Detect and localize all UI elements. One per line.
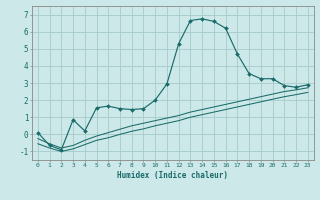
X-axis label: Humidex (Indice chaleur): Humidex (Indice chaleur) — [117, 171, 228, 180]
